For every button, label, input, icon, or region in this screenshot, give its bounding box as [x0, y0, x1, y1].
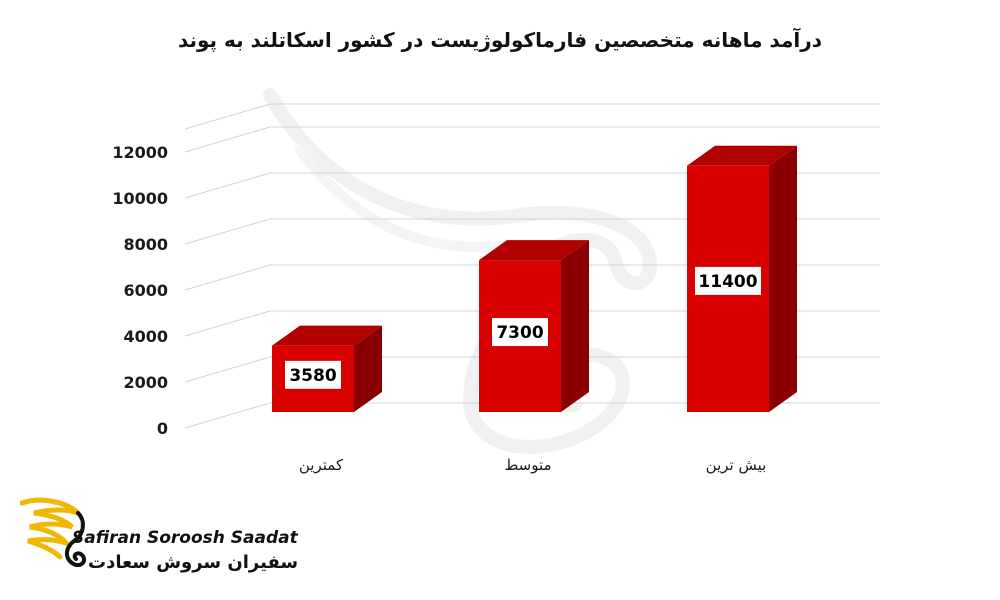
category-label: کمترین	[299, 456, 344, 474]
gridline	[184, 172, 880, 199]
gridline	[184, 103, 880, 130]
y-tick-label: 0	[157, 419, 168, 438]
golden-wing-swan-icon	[19, 497, 87, 568]
bar-top	[272, 325, 382, 346]
bar-side	[354, 325, 382, 412]
bars: 3580 7300 11400	[272, 145, 797, 413]
gridline	[184, 310, 880, 337]
y-tick-label: 6000	[123, 281, 168, 300]
y-tick-label: 2000	[123, 373, 168, 392]
bar-side	[769, 145, 797, 413]
gridlines	[184, 103, 880, 429]
bar-top	[687, 145, 797, 166]
gridline	[184, 356, 880, 383]
data-label: 11400	[698, 272, 757, 292]
y-tick-label: 10000	[112, 189, 168, 208]
gridline	[184, 264, 880, 291]
y-tick-label: 4000	[123, 327, 168, 346]
gridline	[184, 218, 880, 245]
category-axis: کمترین متوسط بیش ترین	[299, 456, 766, 474]
y-tick-label: 12000	[112, 143, 168, 162]
gridline	[184, 402, 880, 429]
category-label: متوسط	[504, 456, 551, 474]
data-label: 3580	[289, 366, 336, 386]
brand-name-persian: سفیران سروش سعادت	[88, 552, 299, 573]
y-tick-label: 8000	[123, 235, 168, 254]
bar: 3580	[272, 325, 382, 412]
data-label: 7300	[496, 323, 543, 343]
bar-side	[561, 240, 589, 412]
category-label: بیش ترین	[706, 456, 767, 474]
brand-logo	[19, 495, 310, 585]
data-label-box	[695, 266, 761, 295]
chart-title: درآمد ماهانه متخصصین فارماکولوژیست در کش…	[177, 28, 823, 52]
bar: 7300	[479, 240, 589, 412]
bar-top	[479, 240, 589, 261]
bar: 11400	[687, 145, 797, 413]
data-label-box	[492, 318, 548, 347]
brand-name-english: Safiran Soroosh Saadat	[72, 528, 298, 548]
y-axis: 0 2000 4000 6000 8000 10000 12000	[112, 143, 168, 438]
data-label-box	[285, 360, 341, 389]
gridline	[184, 126, 880, 153]
